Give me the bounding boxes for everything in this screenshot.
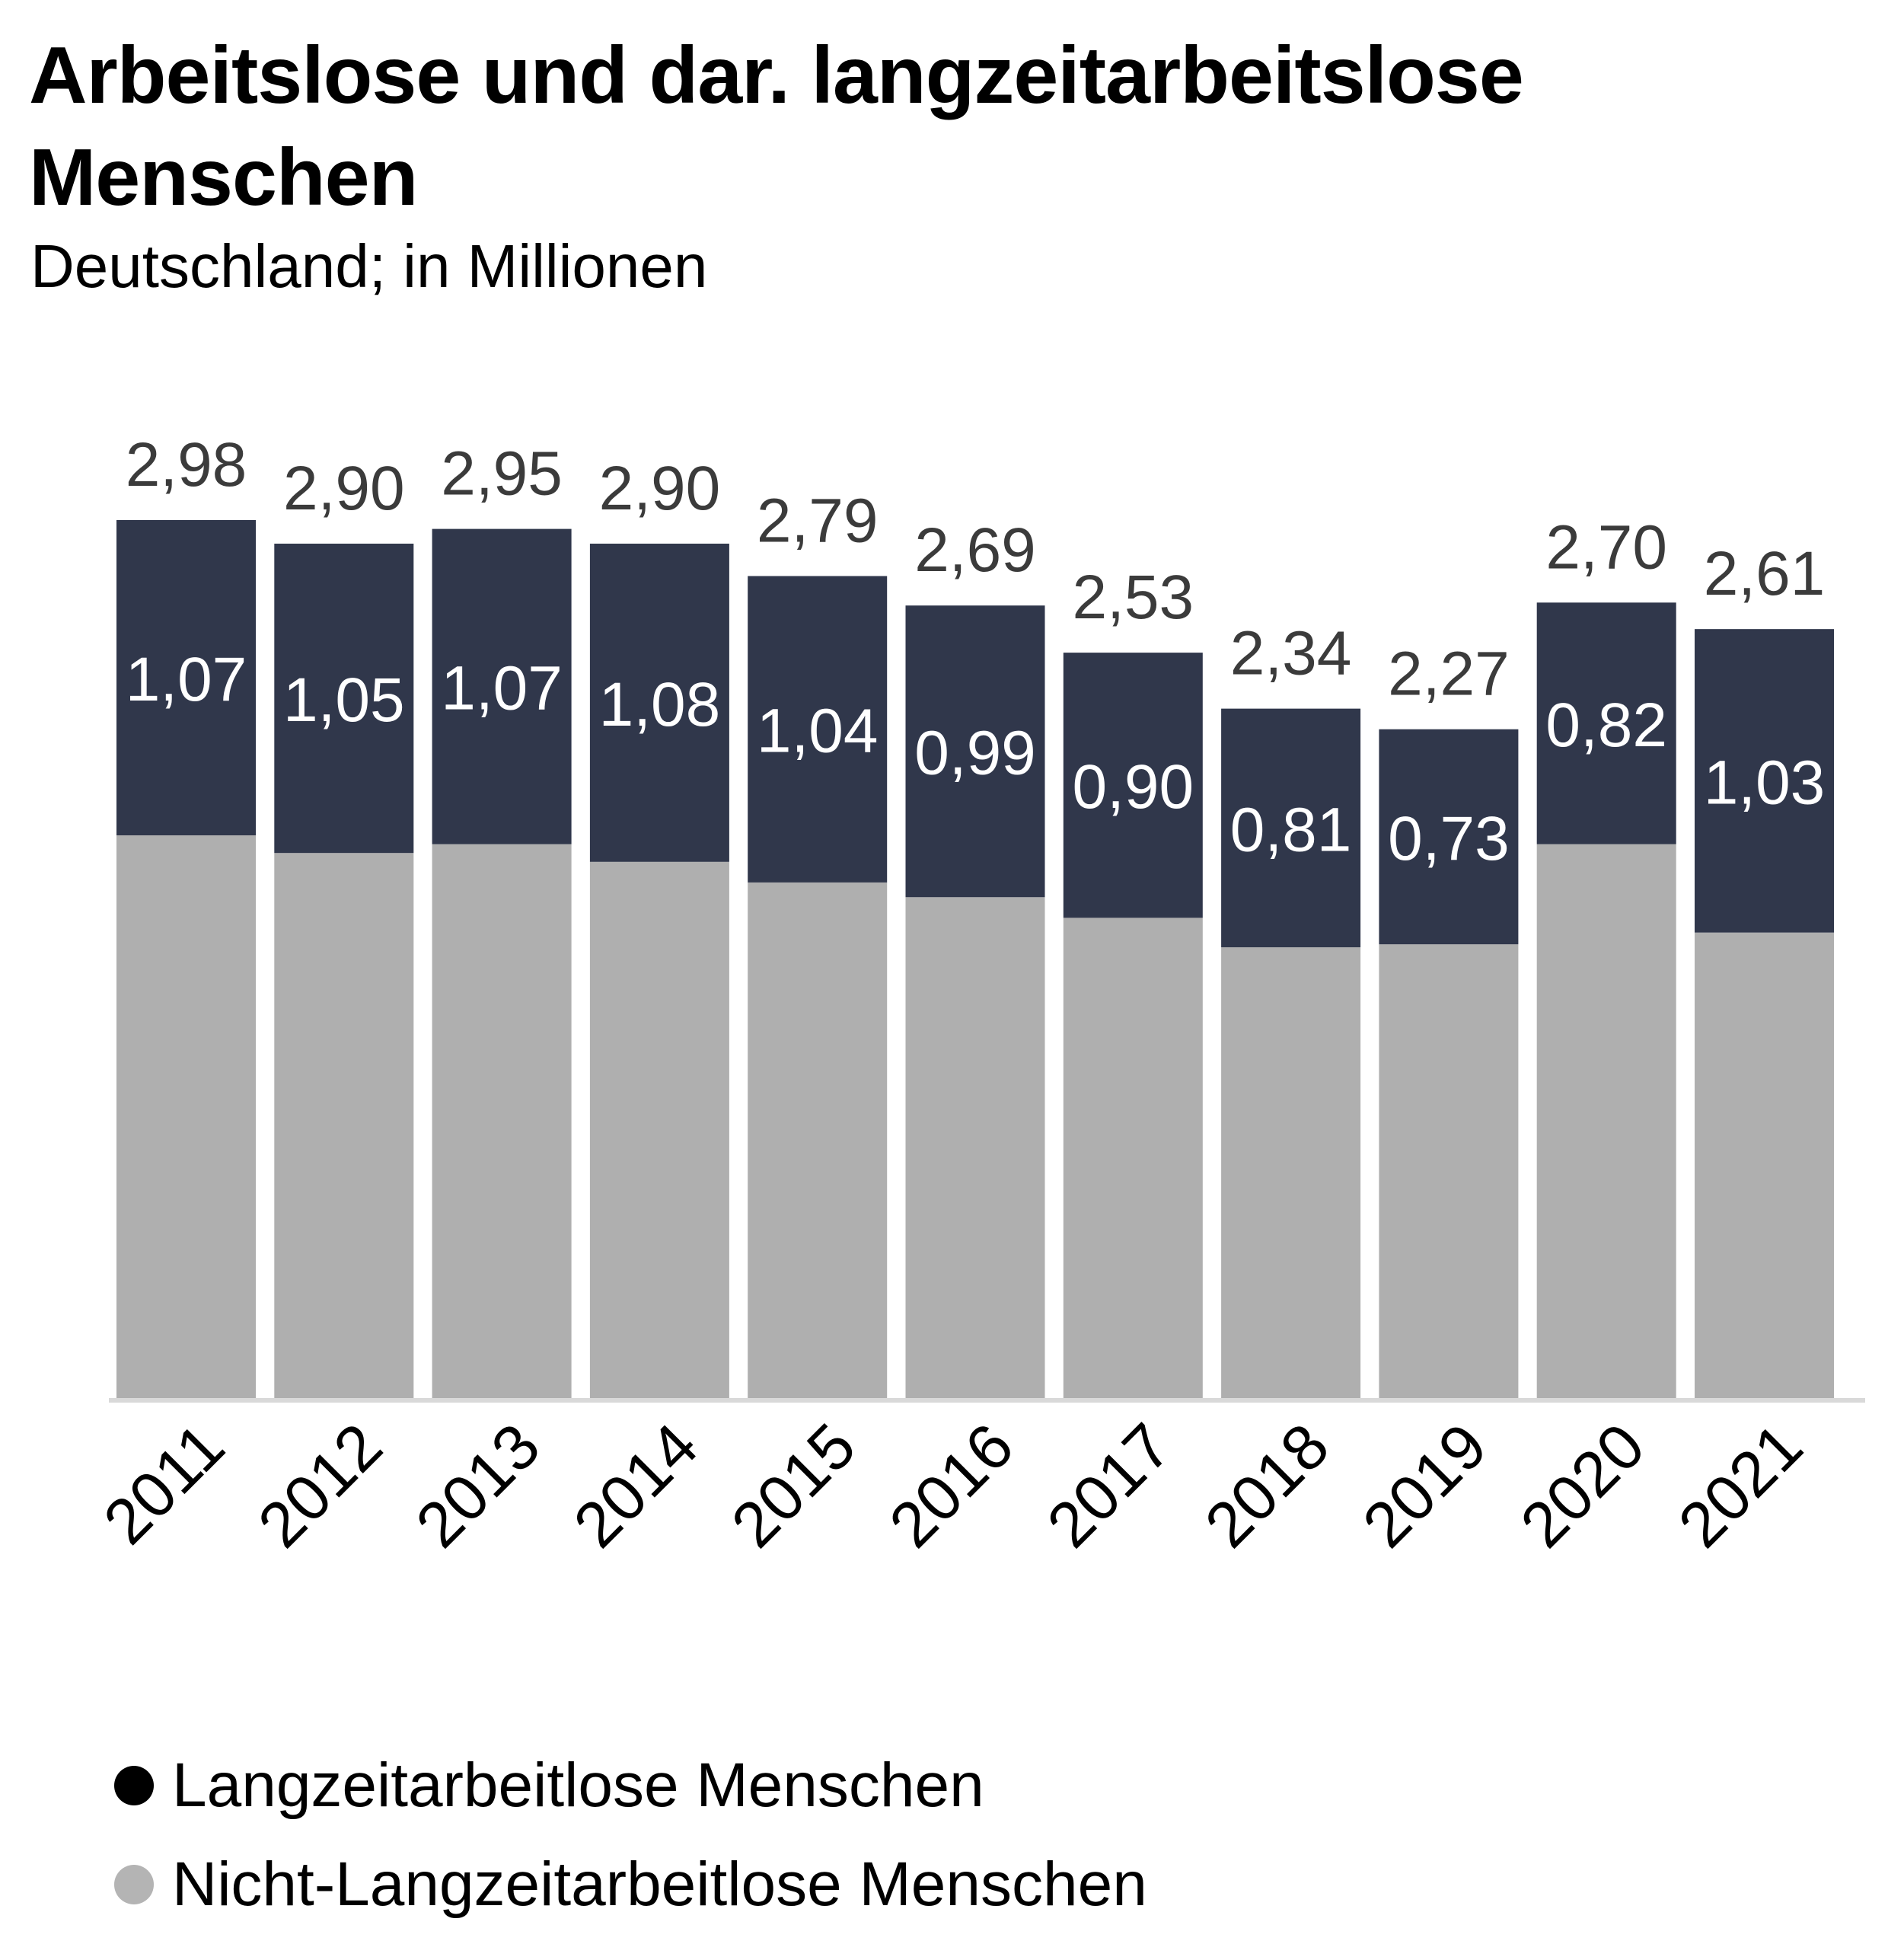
bar-not-long-term-2013 [432, 844, 572, 1398]
long-term-value-label: 0,90 [1072, 752, 1194, 822]
x-tick-label: 2014 [560, 1409, 712, 1561]
bar-long-term-2012 [274, 543, 414, 854]
long-term-value-label: 1,07 [126, 645, 247, 714]
legend-item-long-term: Langzeitarbeitlose Menschen [114, 1736, 1147, 1835]
chart-title: Arbeitslose und dar. langzeitarbeitslose… [29, 30, 1524, 222]
bar-not-long-term-2011 [116, 835, 256, 1398]
long-term-value-label: 0,73 [1388, 804, 1510, 873]
bar-not-long-term-2014 [589, 861, 729, 1398]
labels-layer: 1,07 2,98 1,05 2,90 1,07 2,95 1,08 2,90 1,04 2,79… [126, 430, 1826, 873]
x-tick-label: 2021 [1665, 1409, 1816, 1561]
long-term-value-label: 0,81 [1230, 795, 1352, 864]
bar-not-long-term-2016 [905, 897, 1045, 1398]
x-tick-label: 2019 [1349, 1409, 1501, 1561]
bar-long-term-2013 [432, 528, 572, 844]
total-value-label: 2,70 [1545, 512, 1667, 582]
bar-not-long-term-2019 [1379, 944, 1519, 1398]
bar-not-long-term-2017 [1063, 918, 1203, 1398]
legend-item-not-long-term: Nicht-Langzeitarbeitlose Menschen [114, 1835, 1147, 1934]
x-tick-label: 2012 [244, 1409, 396, 1561]
bar-long-term-2020 [1536, 602, 1676, 844]
x-tick-label: 2011 [90, 1409, 238, 1557]
bar-not-long-term-2012 [274, 853, 414, 1398]
bar-not-long-term-2021 [1695, 932, 1834, 1398]
bar-long-term-2019 [1379, 729, 1519, 945]
legend-label-long-term: Langzeitarbeitlose Menschen [172, 1751, 984, 1820]
total-value-label: 2,61 [1704, 539, 1826, 608]
total-value-label: 2,90 [283, 454, 405, 523]
bar-not-long-term-2018 [1221, 947, 1361, 1398]
x-tick-label: 2018 [1191, 1409, 1343, 1561]
long-term-value-label: 1,05 [283, 666, 405, 735]
chart-subtitle: Deutschland; in Millionen [30, 232, 708, 300]
legend-dot-long-term [114, 1766, 154, 1805]
long-term-value-label: 0,99 [914, 719, 1036, 788]
long-term-value-label: 1,07 [441, 654, 563, 723]
bar-long-term-2016 [905, 605, 1045, 898]
x-tick-labels: 2011 2012 2013 2014 2015 2016 2017 2018 2019 2020… [90, 1409, 1816, 1561]
total-value-label: 2,98 [126, 430, 247, 500]
long-term-value-label: 0,82 [1545, 691, 1667, 760]
x-tick-label: 2017 [1033, 1409, 1185, 1561]
x-tick-label: 2015 [718, 1409, 869, 1561]
bar-not-long-term-2020 [1536, 844, 1676, 1398]
long-term-value-label: 1,03 [1704, 748, 1826, 817]
total-value-label: 2,79 [757, 487, 879, 556]
total-value-label: 2,34 [1230, 619, 1352, 688]
long-term-value-label: 1,08 [599, 670, 721, 739]
bar-long-term-2017 [1063, 653, 1203, 918]
long-term-value-label: 1,04 [757, 697, 879, 766]
x-tick-label: 2013 [402, 1409, 553, 1561]
bar-long-term-2021 [1695, 629, 1834, 933]
total-value-label: 2,69 [914, 516, 1036, 585]
bar-long-term-2011 [116, 520, 256, 835]
bar-long-term-2014 [589, 543, 729, 862]
x-tick-label: 2016 [875, 1409, 1027, 1561]
bar-long-term-2015 [748, 576, 888, 883]
legend-dot-not-long-term [114, 1865, 154, 1904]
bar-long-term-2018 [1221, 708, 1361, 948]
legend: Langzeitarbeitlose Menschen Nicht-Langze… [114, 1736, 1147, 1934]
x-tick-label: 2020 [1507, 1409, 1658, 1561]
legend-label-not-long-term: Nicht-Langzeitarbeitlose Menschen [172, 1850, 1147, 1919]
total-value-label: 2,27 [1388, 640, 1510, 709]
stacked-bar-chart: 1,07 2,98 1,05 2,90 1,07 2,95 1,08 2,90 1,04 2,79… [90, 430, 1865, 1561]
bar-not-long-term-2015 [748, 882, 888, 1398]
total-value-label: 2,95 [441, 439, 563, 509]
total-value-label: 2,90 [599, 454, 721, 523]
total-value-label: 2,53 [1072, 563, 1194, 632]
bars-layer [116, 520, 1834, 1398]
